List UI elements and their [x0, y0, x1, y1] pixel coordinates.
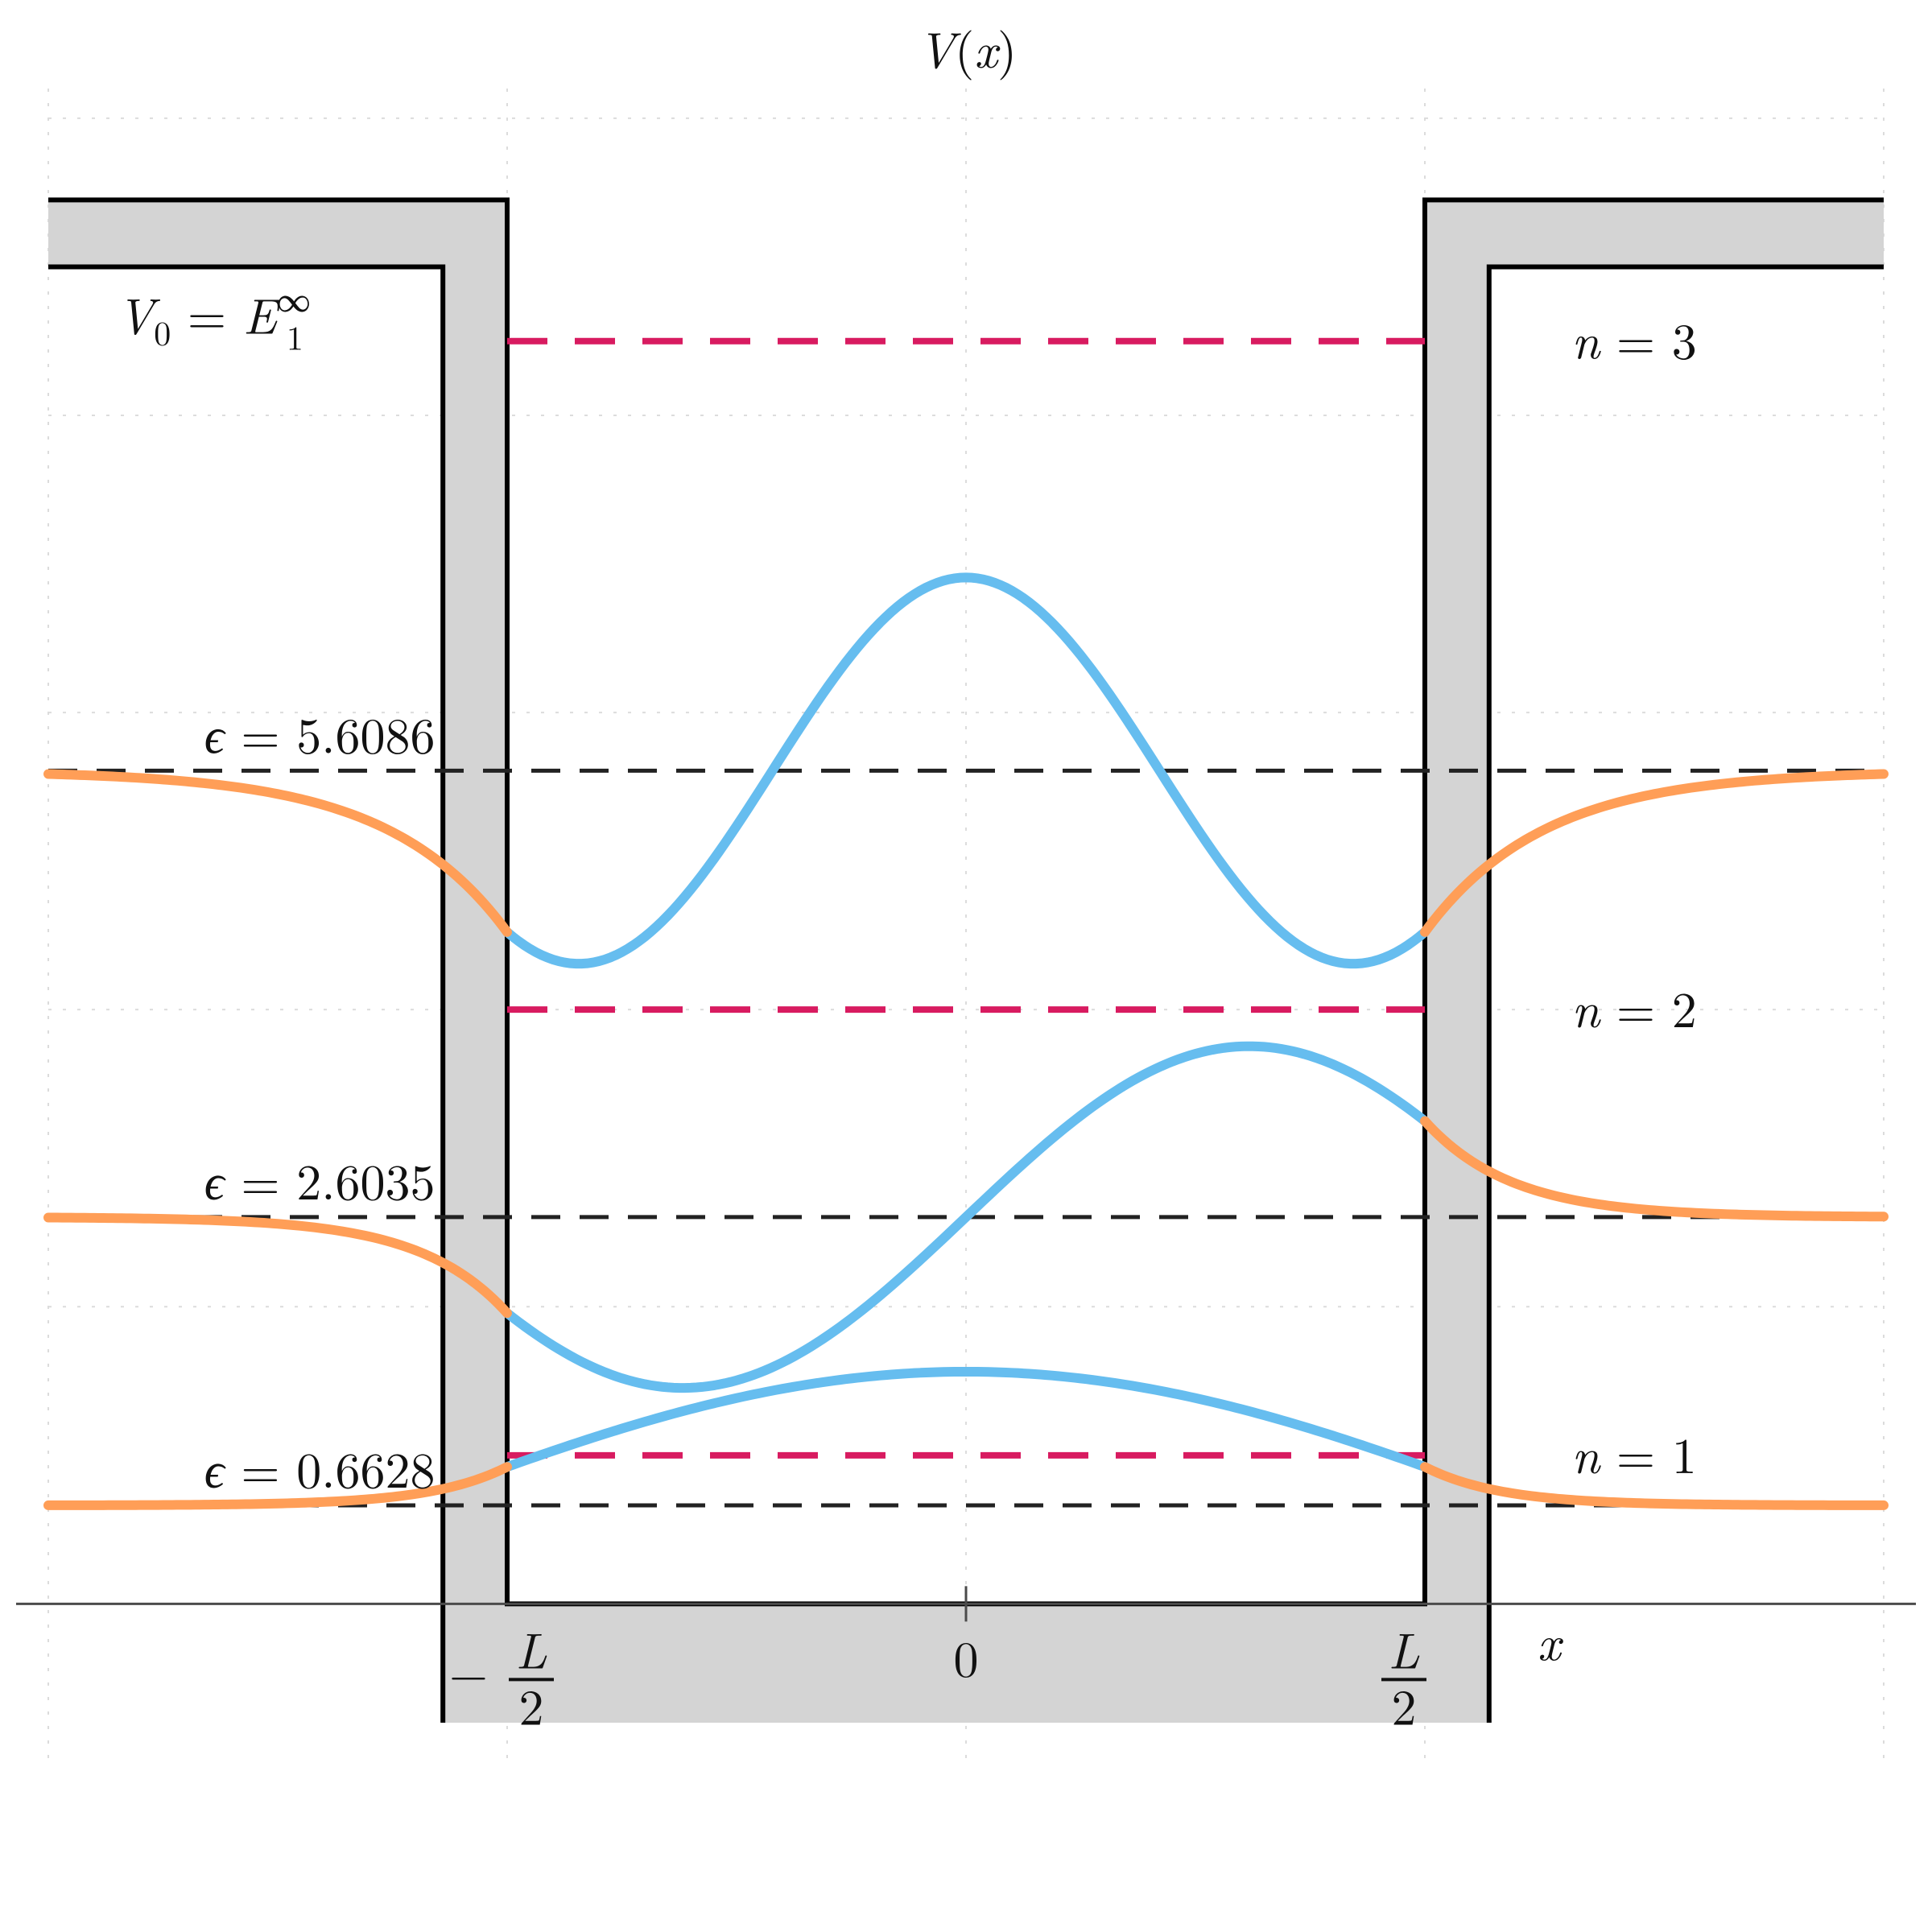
label-y-axis: V(x) — [918, 11, 1017, 82]
label-eps-1: ϵ = 0.6628 — [204, 1431, 436, 1502]
svg-text:−: − — [449, 1634, 488, 1705]
label-eps-3: ϵ = 5.6086 — [204, 696, 436, 767]
label-n-3: n = 3 — [1571, 303, 1696, 374]
svg-text:2: 2 — [518, 1668, 543, 1739]
xtick-zero: 0 — [953, 1620, 978, 1690]
label-n-1: n = 1 — [1571, 1417, 1696, 1488]
label-eps-2: ϵ = 2.6035 — [204, 1143, 436, 1214]
well-floor-fill-r — [1425, 1604, 1489, 1723]
label-n-2: n = 2 — [1571, 971, 1696, 1042]
label-x-axis: x — [1538, 1604, 1564, 1674]
svg-text:2: 2 — [1391, 1668, 1416, 1739]
